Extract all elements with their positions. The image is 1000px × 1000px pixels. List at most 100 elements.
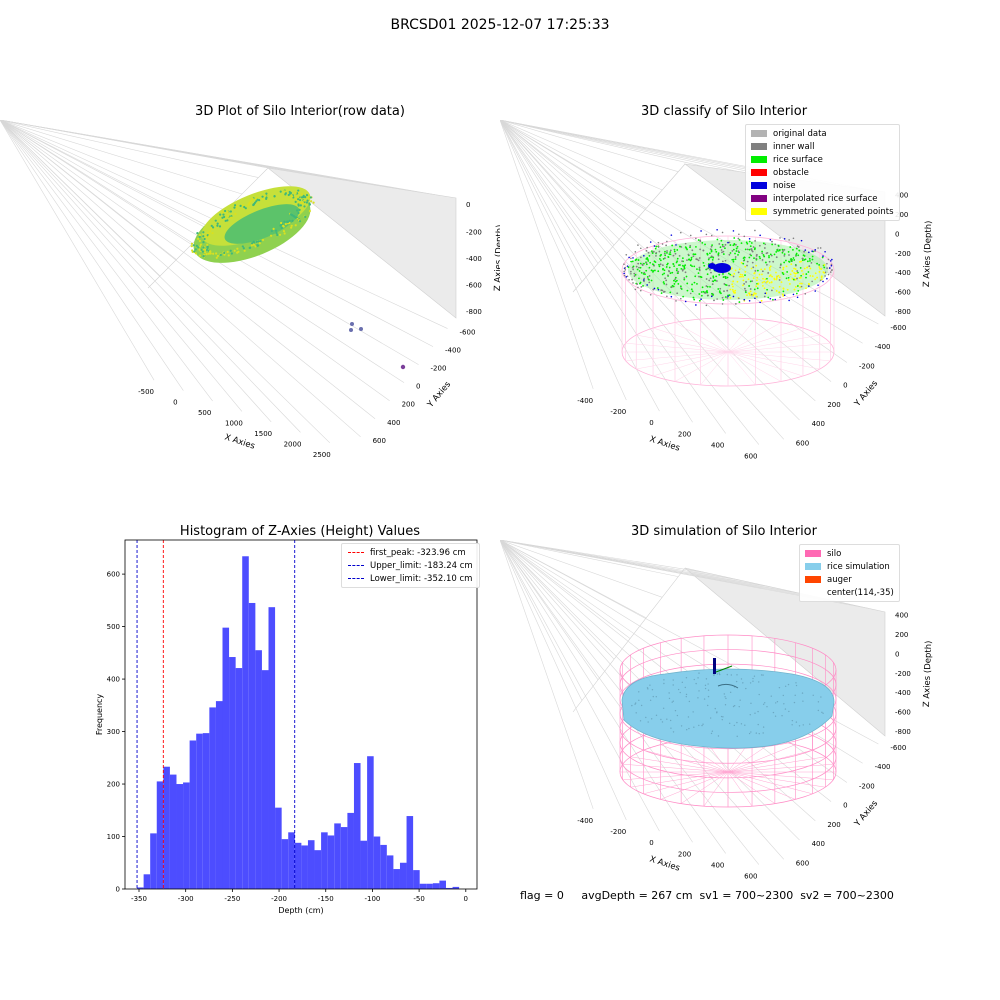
plot4-title: 3D simulation of Silo Interior	[631, 524, 817, 539]
plot2-x-tick-label: -200	[610, 408, 626, 416]
histogram-y-tick-label: 600	[107, 571, 120, 579]
histogram-y-tick-label: 500	[107, 623, 120, 631]
histogram-bar	[380, 844, 387, 889]
histogram-bar	[281, 839, 289, 889]
histogram-bar	[235, 668, 243, 889]
plot2-y-tick-label: 600	[796, 439, 809, 447]
plot2-legend-item: original data	[751, 127, 894, 140]
histogram-bars	[137, 556, 460, 889]
plot4-x-tick-label: 200	[678, 850, 691, 858]
plot2-z-tick-label: 200	[895, 211, 908, 219]
plot2-z-axis-label: Z Axies (Depth)	[922, 220, 934, 287]
plot1-title: 3D Plot of Silo Interior(row data)	[195, 104, 405, 119]
plot4-y-tick-label: 200	[827, 821, 840, 829]
plot1-y-tick-label: 0	[416, 383, 420, 391]
histogram-y-tick-label: 400	[107, 676, 120, 684]
plot2-legend-item: symmetric generated points	[751, 205, 894, 218]
plot1-y-tick-label: 400	[387, 419, 400, 427]
histogram-bar	[183, 782, 190, 889]
histogram-x-tick-label: -100	[364, 895, 380, 903]
histogram-bar	[353, 763, 361, 889]
plot1-y-tick-label: -600	[460, 329, 476, 337]
histogram-bar	[229, 657, 236, 889]
plot4-auger	[713, 658, 733, 674]
histogram-bar	[209, 707, 216, 889]
plot4-legend-item: auger	[805, 573, 894, 586]
plot2-legend-swatch	[751, 156, 767, 163]
histogram-bar	[222, 627, 230, 889]
plot4-legend-label: rice simulation	[827, 561, 890, 572]
plot2-x-tick-label: 200	[678, 430, 691, 438]
plot2-x-tick-label: 0	[649, 419, 653, 427]
histogram-x-tick-label: -300	[178, 895, 194, 903]
histogram-bar	[452, 886, 460, 889]
plot4-rice-surface-shape	[621, 668, 835, 749]
histogram-y-axis-label: Frequency	[95, 694, 104, 736]
plot2-y-tick-label: -200	[859, 362, 875, 370]
histogram-bar	[215, 701, 223, 889]
histogram-bar	[163, 766, 170, 889]
histogram-y-tick-label: 200	[107, 781, 120, 789]
plot4-legend-item: rice simulation	[805, 560, 894, 573]
histogram-frame	[124, 539, 478, 890]
histogram-bar	[360, 840, 368, 889]
histogram-y-tick-label: 300	[107, 728, 120, 736]
plot4-z-tick-label: 0	[895, 650, 899, 658]
histogram-legend-label: first_peak: -323.96 cm	[370, 547, 466, 558]
plot1-point-cloud	[190, 186, 406, 370]
plot2-legend-swatch	[751, 143, 767, 150]
histogram-title: Histogram of Z-Axies (Height) Values	[179, 524, 421, 539]
histogram-y-tick-label: 0	[116, 886, 120, 894]
histogram-bar	[150, 833, 157, 889]
plot2-y-tick-label: 200	[827, 401, 840, 409]
histogram-y-tick-label: 100	[107, 833, 120, 841]
histogram-bar	[255, 650, 262, 889]
plot2-y-tick-label: -600	[890, 324, 906, 332]
plot4-y-axis-label: Y Axies	[852, 798, 880, 829]
plot4-y-tick-label: 400	[812, 840, 825, 848]
plot1-y-tick-label: -200	[431, 365, 447, 373]
plot2-x-axis-label: X Axies	[648, 434, 681, 453]
plot1-x-tick-label: 500	[198, 409, 211, 417]
plot4-legend-label: silo	[827, 548, 842, 559]
plot1-z-tick-label: -600	[466, 281, 482, 289]
histogram-bar	[248, 602, 256, 889]
plot4-y-tick-label: -200	[859, 782, 875, 790]
histogram-bar	[406, 816, 414, 889]
plot4-z-tick-label: -600	[895, 709, 911, 717]
histogram-bar	[156, 781, 164, 889]
plot1-x-tick-label: 2000	[284, 440, 302, 448]
histogram-bar	[327, 835, 335, 889]
plot1-z-tick-label: -200	[466, 229, 482, 237]
plot4-legend-swatch	[805, 563, 821, 570]
plot2-legend: original data inner wall rice surface obsta…	[745, 124, 900, 221]
histogram-bar	[334, 823, 341, 889]
plot4-legend: silo rice simulation auger center(114,-35)	[799, 544, 900, 602]
plot4-z-tick-label: -800	[895, 728, 911, 736]
plot4-legend-item: center(114,-35)	[805, 586, 894, 599]
histogram-bar	[202, 733, 210, 889]
histogram-bar	[137, 887, 144, 889]
histogram-legend: first_peak: -323.96 cm Upper_limit: -183.…	[341, 543, 480, 588]
plot2-legend-item: noise	[751, 179, 894, 192]
histogram-bar	[321, 832, 328, 889]
histogram-bar	[445, 887, 453, 889]
plot1-x-tick-label: -500	[138, 388, 154, 396]
histogram-legend-swatch	[348, 565, 364, 566]
histogram-bar	[176, 784, 184, 889]
plot2-y-tick-label: 0	[843, 382, 847, 390]
plot2-legend-label: rice surface	[773, 154, 823, 165]
plot2-legend-swatch	[751, 130, 767, 137]
plot1-z-tick-label: 0	[466, 201, 470, 209]
plot2-y-tick-label: -400	[875, 343, 891, 351]
histogram-x-tick-label: -200	[271, 895, 287, 903]
plot2-x-tick-label: 600	[744, 453, 757, 461]
plot1-y-axis-label: Y Axies	[425, 379, 453, 410]
histogram-bar	[169, 774, 177, 889]
plot1-y-tick-label: -400	[445, 347, 461, 355]
histogram-bar	[373, 836, 381, 889]
histogram-bar	[242, 556, 249, 889]
plot2-y-tick-label: 400	[812, 420, 825, 428]
histogram-x-tick-label: -250	[224, 895, 240, 903]
plot2-z-tick-label: -400	[895, 269, 911, 277]
